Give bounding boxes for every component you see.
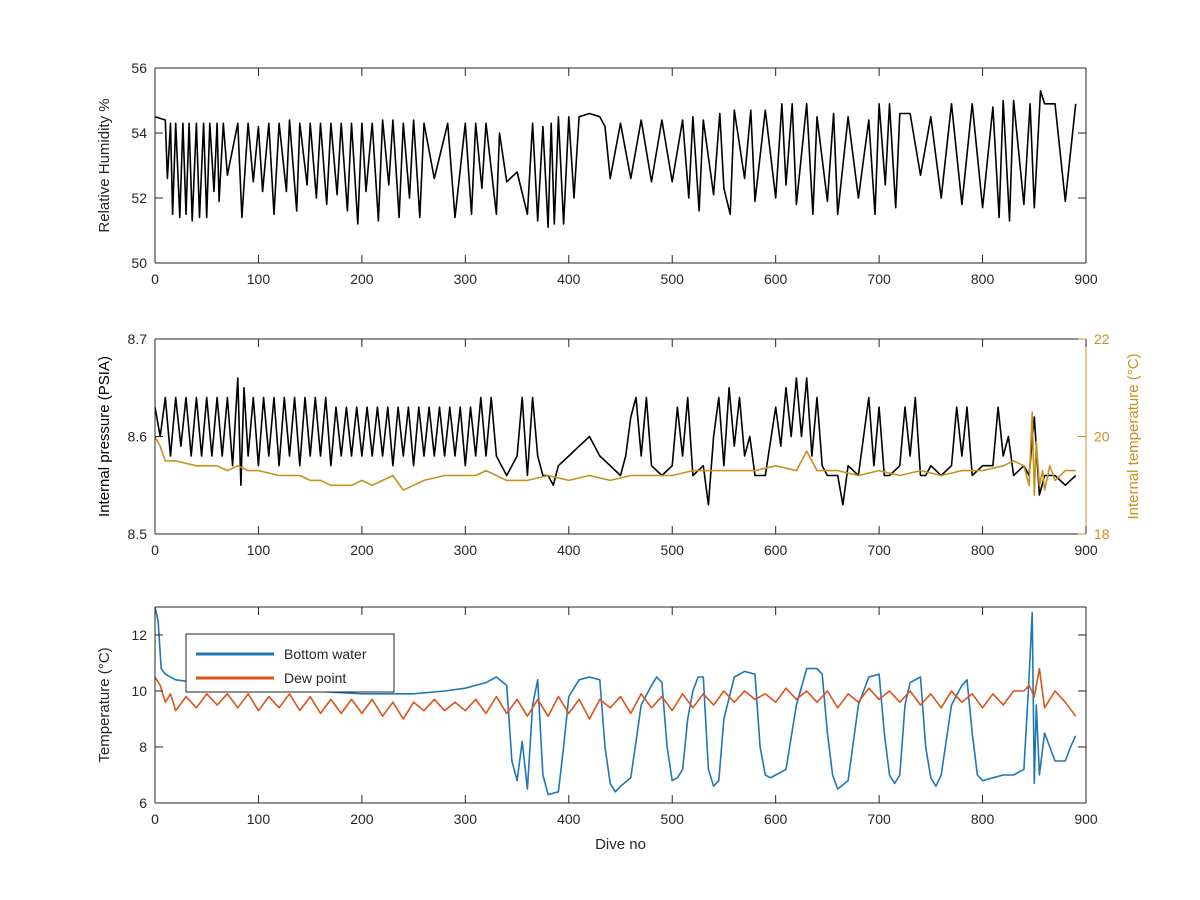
chart-panel-2: 0 100 200 300 400 500 600 700 800 900 8.5 8.6 8.7 18 2… (96, 331, 1142, 558)
x-tick-label: 600 (764, 271, 788, 287)
y-axis-label: Internal pressure (PSIA) (96, 356, 113, 517)
x-tick-label: 200 (350, 271, 374, 287)
x-tick-label: 700 (867, 542, 891, 558)
x-tick-label: 700 (867, 811, 891, 827)
x-tick-label: 100 (247, 811, 271, 827)
x-tick-label: 0 (151, 271, 159, 287)
x-tick-label: 800 (971, 542, 995, 558)
chart-panel-1: 0 100 200 300 400 500 600 700 800 900 50 52 54 56 Rela… (96, 60, 1098, 287)
x-tick-label: 300 (454, 271, 478, 287)
series-bottom-water (155, 606, 1077, 796)
x-tick-label: 100 (247, 271, 271, 287)
legend-label: Bottom water (284, 646, 367, 662)
y-tick-label: 8.6 (128, 429, 148, 445)
legend: Bottom water Dew point (185, 633, 395, 693)
x-tick-label: 600 (764, 811, 788, 827)
series-group (155, 606, 1077, 796)
series-group (155, 90, 1077, 228)
x-tick-label: 300 (454, 542, 478, 558)
y2-axis-label: Internal temperature (°C) (1125, 353, 1142, 519)
y2-tick-label: 18 (1094, 526, 1110, 542)
y-tick-label: 54 (131, 125, 147, 141)
x-tick-label: 800 (971, 811, 995, 827)
x-tick-label: 400 (557, 271, 581, 287)
x-tick-label: 0 (151, 542, 159, 558)
series-line-2 (155, 411, 1076, 496)
x-tick-label: 500 (661, 542, 685, 558)
y-axis-label: Temperature (°C) (96, 647, 113, 762)
y-tick-label: 8.7 (128, 331, 148, 347)
legend-box (185, 633, 395, 693)
x-tick-label: 300 (454, 811, 478, 827)
y-tick-label: 8.5 (128, 526, 148, 542)
y2-tick-label: 20 (1094, 429, 1110, 445)
x-tick-label: 500 (661, 271, 685, 287)
series-group (155, 377, 1077, 506)
x-tick-label: 200 (350, 811, 374, 827)
x-tick-label: 700 (867, 271, 891, 287)
y-tick-label: 10 (131, 683, 147, 699)
x-axis-label: Dive no (595, 836, 646, 853)
x-tick-label: 0 (151, 811, 159, 827)
plot-area (155, 68, 1086, 263)
plot-area (155, 339, 1086, 534)
x-tick-label: 400 (557, 542, 581, 558)
series-line-1 (155, 377, 1077, 506)
x-tick-label: 800 (971, 271, 995, 287)
y-tick-label: 12 (131, 627, 147, 643)
x-tick-label: 100 (247, 542, 271, 558)
chart-panel-3: 0 100 200 300 400 500 600 700 800 900 6 8 10 12 Temper… (96, 606, 1098, 853)
x-tick-label: 900 (1074, 271, 1098, 287)
y-axis-label: Relative Humidity % (96, 98, 113, 232)
y-tick-label: 6 (139, 795, 147, 811)
x-tick-label: 200 (350, 542, 374, 558)
x-tick-label: 400 (557, 811, 581, 827)
y-tick-label: 56 (131, 60, 147, 76)
y2-tick-label: 22 (1094, 331, 1110, 347)
x-tick-label: 500 (661, 811, 685, 827)
series-line-1 (155, 90, 1077, 228)
y-tick-label: 8 (139, 739, 147, 755)
x-tick-label: 900 (1074, 811, 1098, 827)
x-tick-label: 600 (764, 542, 788, 558)
x-tick-label: 900 (1074, 542, 1098, 558)
y-tick-label: 50 (131, 255, 147, 271)
y-tick-label: 52 (131, 190, 147, 206)
legend-label: Dew point (284, 670, 346, 686)
series-dew-point (155, 667, 1077, 720)
